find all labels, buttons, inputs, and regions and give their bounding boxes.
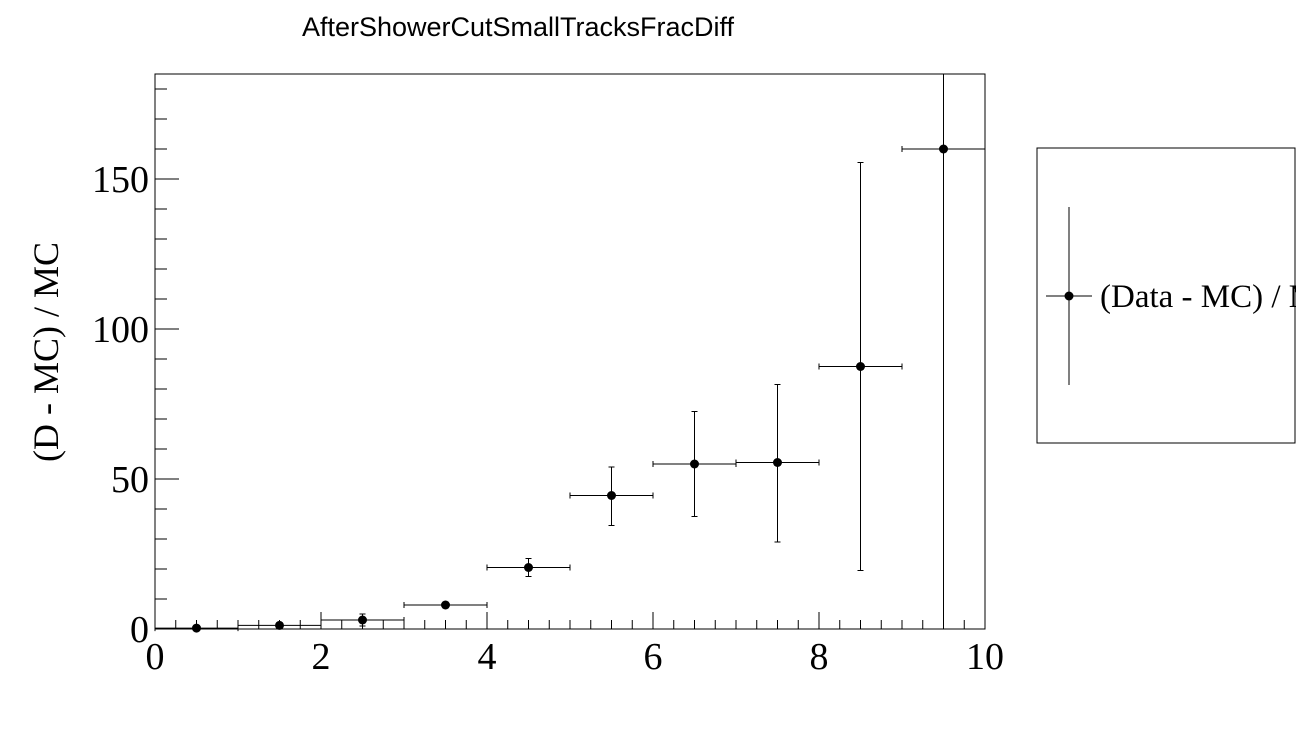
data-marker <box>192 623 201 633</box>
data-marker <box>690 459 699 469</box>
legend-marker-point <box>1064 291 1074 301</box>
x-axis: 0 2 4 6 8 10 <box>146 612 1004 678</box>
data-point <box>818 162 903 571</box>
x-tick-label: 8 <box>810 636 829 678</box>
x-tick-label: 2 <box>312 636 331 678</box>
y-tick-label: 150 <box>92 159 149 201</box>
y-tick-label: 50 <box>111 459 149 501</box>
x-tick-label: 6 <box>644 636 663 678</box>
data-point <box>320 613 405 627</box>
data-marker <box>524 563 533 572</box>
data-marker <box>441 600 450 610</box>
data-point <box>237 620 322 630</box>
data-point <box>403 600 488 610</box>
data-marker <box>358 615 367 625</box>
data-series <box>154 74 986 633</box>
data-point <box>901 74 986 629</box>
data-point <box>735 384 820 543</box>
data-point <box>154 623 239 633</box>
legend: (Data - MC) / MC <box>1036 147 1296 444</box>
chart-title: AfterShowerCutSmallTracksFracDiff <box>302 12 735 42</box>
y-tick-label: 100 <box>92 309 149 351</box>
data-marker <box>275 620 284 630</box>
data-marker <box>856 362 865 371</box>
data-marker <box>939 144 948 154</box>
y-axis: 0 50 100 150 <box>92 88 179 651</box>
data-point <box>652 411 737 517</box>
x-tick-label: 4 <box>478 636 497 678</box>
data-marker <box>773 458 782 467</box>
y-tick-label: 0 <box>130 609 149 651</box>
x-tick-label: 0 <box>146 636 165 678</box>
legend-label: (Data - MC) / MC <box>1100 279 1296 315</box>
data-point <box>569 466 654 526</box>
x-tick-label: 10 <box>966 636 1004 678</box>
y-axis-label: (D - MC) / MC <box>26 242 66 462</box>
data-marker <box>607 491 616 500</box>
data-point <box>486 558 571 577</box>
